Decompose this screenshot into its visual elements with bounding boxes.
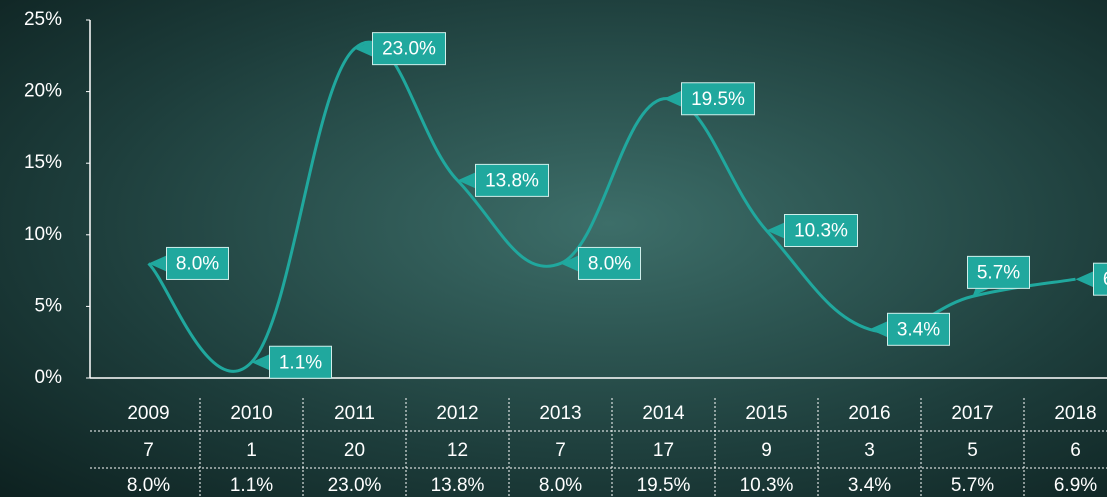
table-percent: 5.7% (951, 475, 994, 496)
x-tick-label: 2014 (642, 403, 685, 424)
data-label: 23.0% (382, 39, 436, 60)
y-tick-label: 15% (24, 152, 62, 173)
y-tick-label: 25% (24, 9, 62, 30)
data-label: 1.1% (279, 352, 322, 373)
x-tick-label: 2015 (745, 403, 787, 424)
x-tick-label: 2016 (848, 403, 890, 424)
y-tick-label: 20% (24, 81, 62, 102)
y-tick-label: 5% (35, 295, 63, 316)
data-label: 19.5% (691, 89, 745, 110)
x-tick-label: 2011 (334, 403, 375, 424)
y-tick-label: 10% (24, 224, 62, 245)
x-tick-label: 2018 (1054, 403, 1096, 424)
y-tick-label: 0% (35, 367, 63, 388)
table-count: 7 (555, 440, 566, 461)
x-tick-label: 2017 (951, 403, 993, 424)
x-tick-label: 2009 (127, 403, 169, 424)
table-count: 9 (761, 440, 772, 461)
x-tick-label: 2010 (230, 403, 272, 424)
table-percent: 13.8% (431, 475, 485, 496)
table-percent: 8.0% (539, 475, 582, 496)
data-label: 8.0% (176, 253, 219, 274)
table-count: 12 (447, 440, 468, 461)
data-label: 8.0% (588, 253, 631, 274)
data-label: 3.4% (897, 319, 940, 340)
table-count: 6 (1070, 440, 1081, 461)
table-percent: 6.9% (1054, 475, 1097, 496)
data-label: 10.3% (794, 221, 848, 242)
data-label: 13.8% (485, 170, 539, 191)
table-count: 5 (967, 440, 978, 461)
table-percent: 23.0% (328, 475, 382, 496)
data-label: 5.7% (977, 262, 1020, 283)
table-count: 17 (653, 440, 674, 461)
x-tick-label: 2012 (436, 403, 478, 424)
table-percent: 3.4% (848, 475, 891, 496)
chart: 0%5%10%15%20%25%8.0%1.1%23.0%13.8%8.0%19… (0, 0, 1107, 497)
table-percent: 10.3% (740, 475, 794, 496)
x-tick-label: 2013 (539, 403, 581, 424)
table-count: 20 (344, 440, 365, 461)
table-count: 3 (864, 440, 875, 461)
page: 0%5%10%15%20%25%8.0%1.1%23.0%13.8%8.0%19… (0, 0, 1107, 497)
table-percent: 19.5% (637, 475, 691, 496)
table-percent: 1.1% (230, 475, 273, 496)
data-label: 6.9% (1103, 269, 1107, 290)
table-count: 1 (246, 440, 257, 461)
table-percent: 8.0% (127, 475, 170, 496)
table-count: 7 (143, 440, 154, 461)
